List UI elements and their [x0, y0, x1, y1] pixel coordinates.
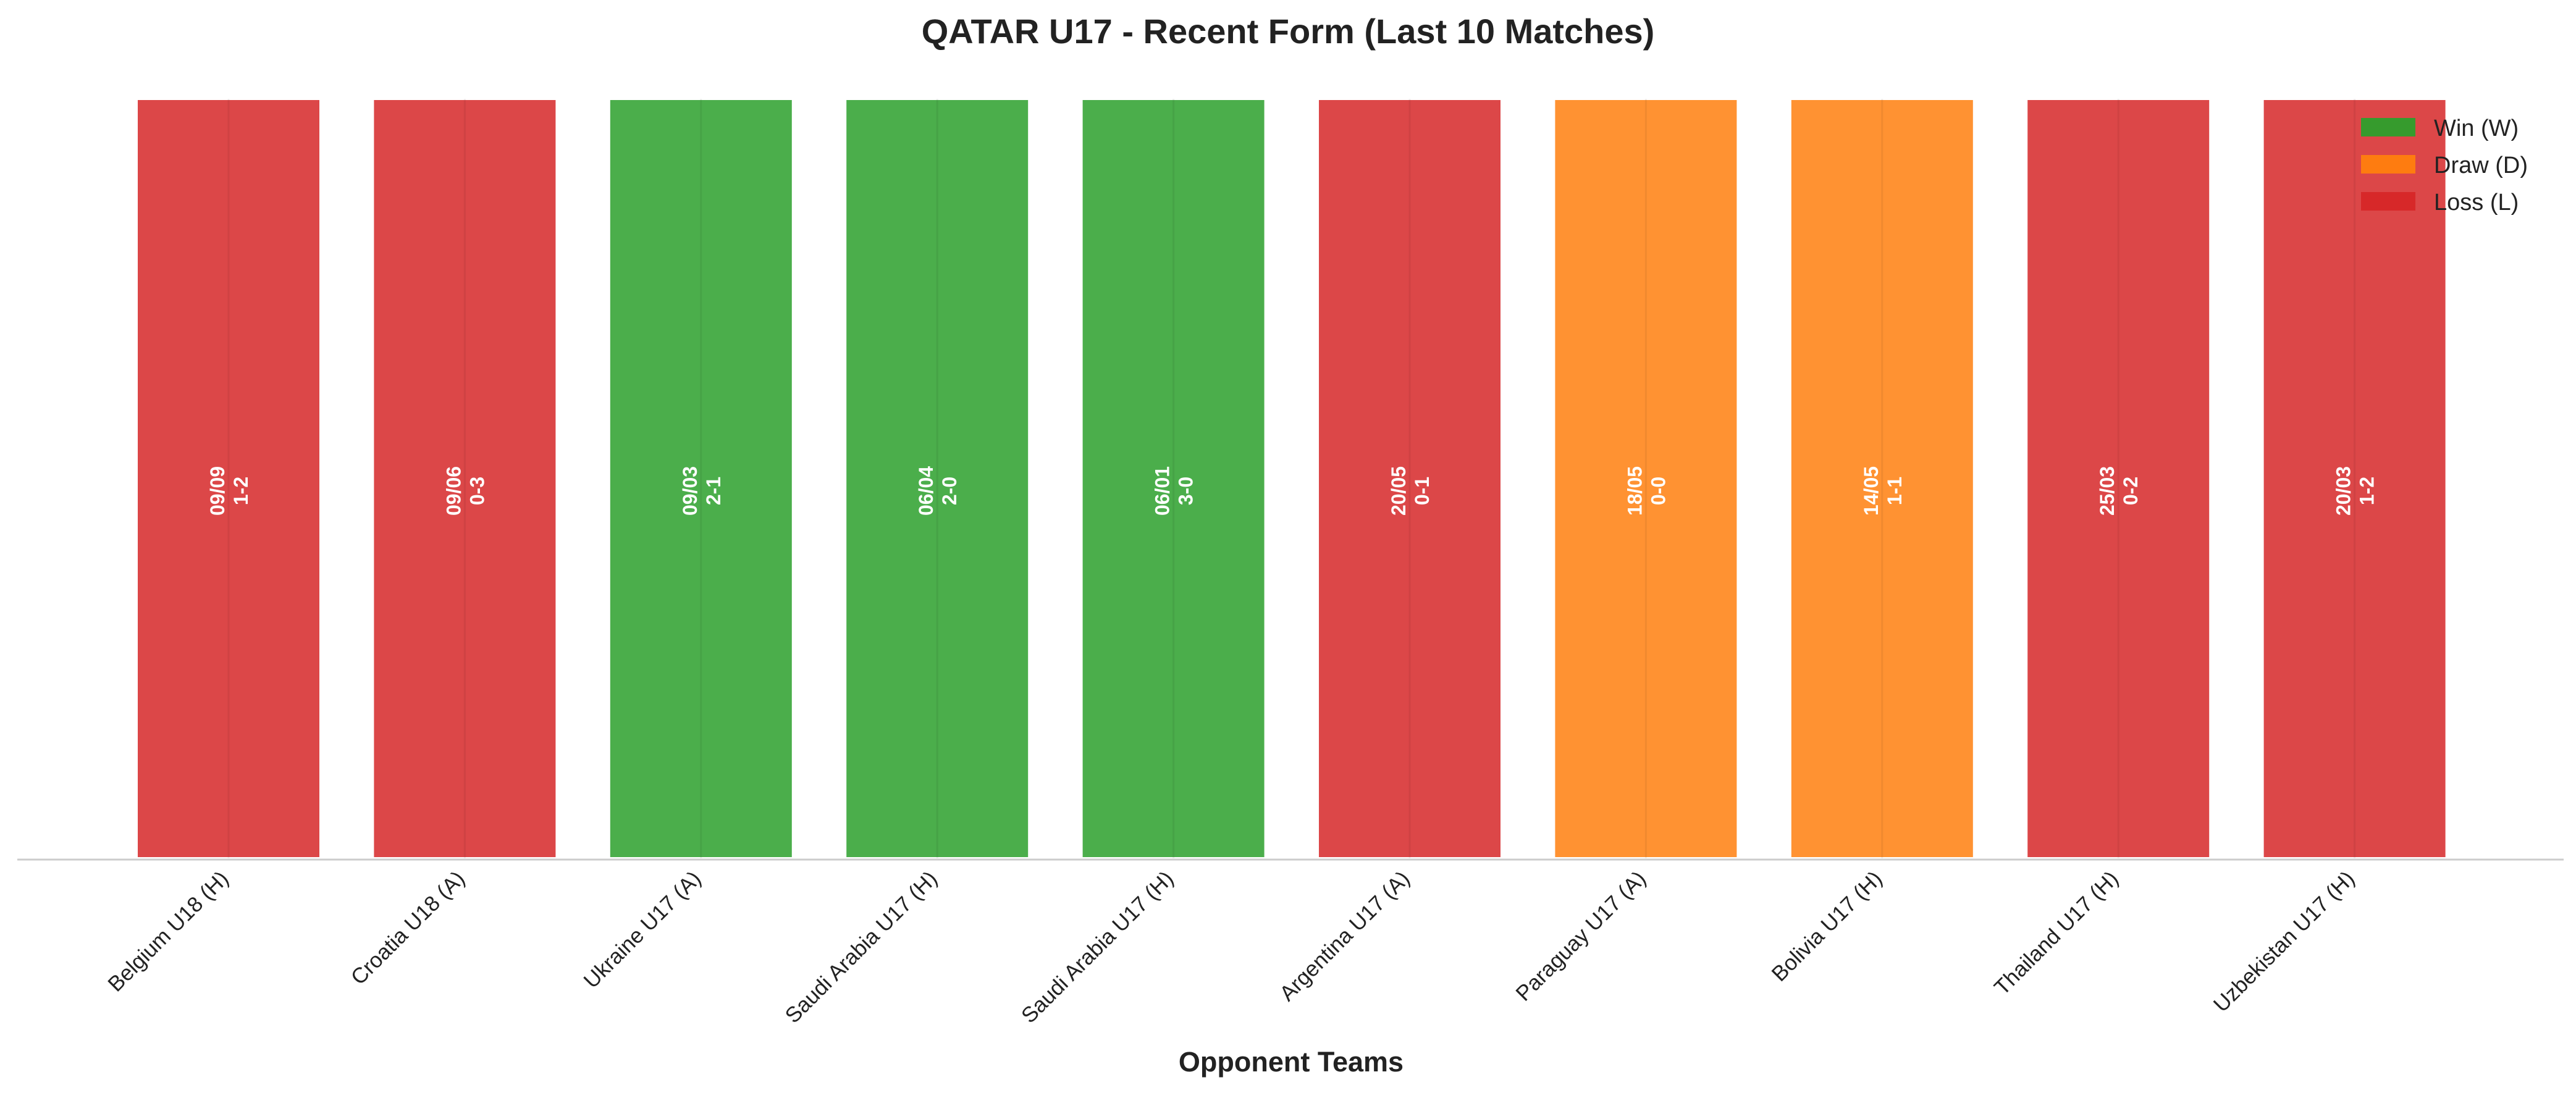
- match-date: 20/05: [1387, 466, 1410, 516]
- x-tick-label: Ukraine U17 (A): [579, 866, 705, 993]
- bar-3: [607, 98, 794, 860]
- bar-7: [1552, 98, 1740, 860]
- x-tick-label: Belgium U18 (H): [103, 866, 234, 997]
- legend-label-d: Draw (D): [2434, 153, 2528, 178]
- chart-title: QATAR U17 - Recent Form (Last 10 Matches…: [922, 12, 1655, 51]
- match-score: 0-2: [2119, 477, 2142, 505]
- legend-label-l: Loss (L): [2434, 190, 2519, 216]
- bar-label-4: 06/04 2-0: [915, 466, 961, 516]
- match-score: 0-1: [1411, 477, 1433, 505]
- x-axis-label: Opponent Teams: [1179, 1046, 1404, 1078]
- match-date: 06/04: [915, 466, 937, 516]
- bar-label-7: 18/05 0-0: [1623, 466, 1669, 516]
- bar-4: [844, 98, 1031, 860]
- bar-label-2: 09/06 0-3: [442, 466, 488, 516]
- match-score: 3-0: [1175, 477, 1197, 505]
- bar-8: [1788, 98, 1976, 860]
- x-tick-label: Bolivia U17 (H): [1767, 866, 1887, 986]
- match-score: 1-1: [1884, 477, 1906, 505]
- bar-label-1: 09/09 1-2: [206, 466, 252, 516]
- match-date: 09/09: [206, 466, 229, 516]
- bar-10: [2261, 98, 2448, 860]
- match-score: 0-3: [466, 477, 488, 505]
- match-score: 1-2: [2356, 477, 2378, 505]
- bar-label-9: 25/03 0-2: [2096, 466, 2142, 516]
- match-date: 20/03: [2333, 466, 2355, 516]
- x-tick-label: Paraguay U17 (A): [1511, 866, 1651, 1006]
- bar-label-3: 09/03 2-1: [679, 466, 725, 516]
- bar-label-6: 20/05 0-1: [1387, 466, 1433, 516]
- bar-6: [1316, 98, 1503, 860]
- match-date: 14/05: [1860, 466, 1882, 516]
- x-tick-label: Uzbekistan U17 (H): [2209, 866, 2360, 1017]
- x-tick-label: Thailand U17 (H): [1990, 866, 2123, 1000]
- bar-labels-group: 09/09 1-2 09/06 0-3 09/03 2-1 06/04 2-0 06/01 3-0…: [206, 466, 2378, 516]
- bar-9: [2025, 98, 2212, 860]
- bar-label-5: 06/01 3-0: [1151, 466, 1197, 516]
- match-date: 09/06: [442, 466, 465, 516]
- match-date: 25/03: [2096, 466, 2118, 516]
- legend-swatch-l: [2361, 192, 2415, 211]
- x-tick-label: Saudi Arabia U17 (H): [1017, 866, 1178, 1028]
- x-tick-labels: Belgium U18 (H) Croatia U18 (A) Ukraine U1…: [103, 866, 2359, 1028]
- bar-2: [371, 98, 558, 860]
- match-score: 0-0: [1647, 477, 1669, 505]
- match-score: 2-0: [938, 477, 961, 505]
- legend-swatch-w: [2361, 118, 2415, 136]
- x-tick-label: Croatia U18 (A): [347, 866, 470, 990]
- match-date: 09/03: [679, 466, 701, 516]
- x-tick-label: Argentina U17 (A): [1275, 866, 1415, 1006]
- legend-label-w: Win (W): [2434, 115, 2519, 141]
- match-date: 18/05: [1623, 466, 1646, 516]
- bar-label-10: 20/03 1-2: [2333, 466, 2378, 516]
- bar-label-8: 14/05 1-1: [1860, 466, 1906, 516]
- x-tick-label: Saudi Arabia U17 (H): [780, 866, 941, 1028]
- match-date: 06/01: [1151, 466, 1174, 516]
- bar-5: [1080, 98, 1267, 860]
- bars-group: [135, 98, 2448, 860]
- legend-swatch-d: [2361, 155, 2415, 174]
- match-score: 1-2: [230, 477, 252, 505]
- match-score: 2-1: [702, 477, 725, 505]
- bar-1: [135, 98, 322, 860]
- legend: Win (W) Draw (D) Loss (L): [2361, 115, 2528, 216]
